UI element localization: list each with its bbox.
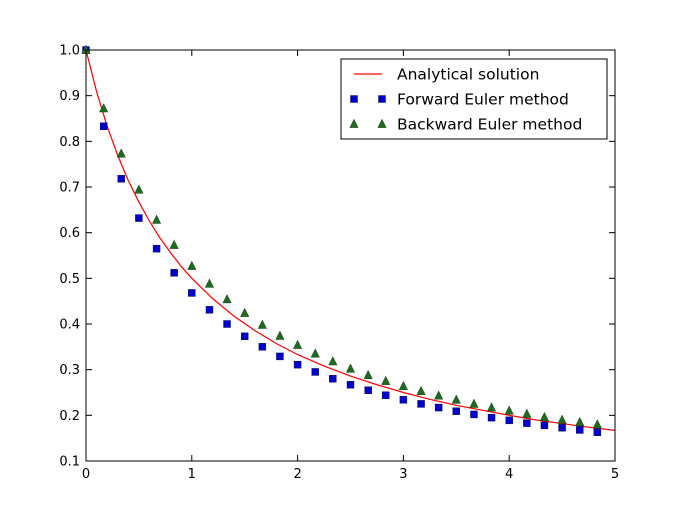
- legend: Analytical solution Forward Euler method B…: [340, 58, 608, 140]
- x-tick-label: 3: [399, 467, 407, 482]
- backward-euler-point: [222, 294, 232, 304]
- backward-euler-point: [187, 260, 197, 270]
- backward-euler-point: [293, 339, 303, 349]
- forward-euler-point: [558, 423, 566, 432]
- forward-euler-point: [293, 360, 302, 369]
- y-tick-label: 0.9: [59, 89, 80, 104]
- forward-euler-point: [470, 410, 478, 419]
- x-tick-label: 4: [505, 467, 513, 482]
- forward-euler-point: [135, 214, 143, 222]
- forward-euler-point: [364, 386, 372, 394]
- forward-euler-point: [382, 391, 390, 399]
- forward-euler-point: [540, 421, 549, 430]
- backward-euler-point: [134, 184, 144, 194]
- backward-euler-point: [363, 369, 373, 379]
- backward-euler-point: [469, 398, 479, 408]
- forward-euler-point: [223, 320, 231, 328]
- forward-euler-point: [170, 269, 178, 277]
- y-tick-label: 0.4: [59, 318, 80, 333]
- backward-euler-point: [451, 394, 461, 404]
- legend-entry: Forward Euler method: [350, 91, 569, 109]
- forward-euler-point: [205, 306, 214, 314]
- backward-euler-point: [381, 375, 391, 385]
- forward-euler-point: [240, 332, 249, 341]
- legend-label: Backward Euler method: [397, 116, 582, 134]
- legend-entry: Backward Euler method: [349, 116, 582, 134]
- forward-euler-point: [117, 175, 125, 183]
- y-tick-label: 0.6: [59, 226, 80, 241]
- y-tick-label: 0.2: [59, 409, 80, 424]
- x-tick-label: 2: [293, 467, 301, 482]
- forward-euler-point: [487, 413, 496, 422]
- forward-euler-point: [417, 400, 425, 408]
- y-tick-label: 1.0: [59, 44, 80, 59]
- backward-euler-point: [575, 416, 585, 426]
- backward-euler-point: [116, 148, 126, 158]
- backward-euler-point: [204, 278, 214, 288]
- axis-ticks: 0 1 2 3 4 5 0.1 0.2 0.3 0.4 0.5 0.6 0.7 0.8 0.9 1.0: [59, 44, 619, 483]
- y-tick-label: 0.8: [59, 135, 80, 150]
- backward-euler-point: [257, 319, 267, 329]
- x-tick-label: 1: [188, 467, 196, 482]
- forward-euler-point: [593, 428, 602, 436]
- legend-label: Analytical solution: [397, 66, 539, 84]
- backward-euler-point: [434, 390, 444, 400]
- backward-euler-point: [522, 408, 532, 418]
- backward-euler-point: [169, 239, 179, 249]
- backward-euler-point: [539, 411, 549, 421]
- backward-euler-point: [310, 348, 320, 358]
- plot-frame: [85, 49, 616, 462]
- x-tick-label: 5: [611, 467, 619, 482]
- plot-area: [81, 44, 616, 436]
- legend-triangle-marker: [377, 118, 387, 128]
- analytical-solution-line: [85, 49, 616, 431]
- backward-euler-point: [557, 414, 567, 424]
- forward-euler-point: [452, 407, 460, 415]
- forward-euler-point: [311, 368, 319, 376]
- forward-euler-point: [152, 244, 161, 253]
- y-tick-label: 0.1: [59, 455, 80, 470]
- backward-euler-point: [592, 419, 602, 429]
- backward-euler-point: [275, 330, 285, 340]
- forward-euler-point: [329, 375, 337, 383]
- legend-square-marker: [378, 95, 386, 103]
- forward-euler-point: [505, 416, 513, 425]
- forward-euler-point: [258, 343, 267, 351]
- backward-euler-point: [99, 103, 109, 113]
- y-tick-label: 0.7: [59, 181, 80, 196]
- x-tick-label: 0: [82, 467, 90, 482]
- backward-euler-point: [328, 356, 338, 366]
- backward-euler-point: [240, 307, 250, 317]
- backward-euler-point: [398, 380, 408, 390]
- forward-euler-point: [188, 289, 196, 297]
- backward-euler-point: [345, 363, 356, 373]
- forward-euler-point: [434, 403, 443, 412]
- backward-euler-point: [416, 385, 426, 395]
- backward-euler-point: [504, 405, 514, 415]
- forward-euler-point: [399, 396, 408, 404]
- backward-euler-point: [487, 402, 497, 412]
- backward-euler-point: [152, 214, 162, 224]
- forward-euler-point: [523, 419, 531, 427]
- forward-euler-point: [276, 352, 284, 361]
- legend-entry: Analytical solution: [354, 66, 539, 84]
- legend-triangle-marker: [349, 118, 359, 128]
- forward-euler-point: [99, 122, 108, 130]
- legend-square-marker: [350, 95, 358, 103]
- y-tick-label: 0.5: [59, 272, 80, 287]
- y-tick-label: 0.3: [59, 363, 80, 378]
- legend-label: Forward Euler method: [397, 91, 569, 109]
- forward-euler-point: [346, 381, 355, 389]
- forward-euler-point: [576, 426, 584, 434]
